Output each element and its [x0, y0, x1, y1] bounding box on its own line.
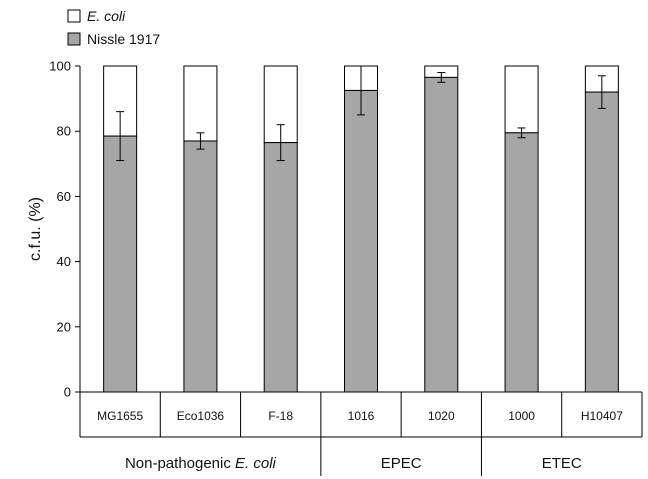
category-label: 1000 [508, 409, 535, 423]
y-axis: 0 20 40 60 80 100 [49, 59, 81, 400]
legend-swatch-nissle [67, 32, 81, 46]
y-tick-label: 60 [57, 189, 71, 204]
group-label: Non-pathogenic E. coli [125, 455, 277, 472]
category-label: MG1655 [97, 409, 143, 423]
legend: E. coli Nissle 1917 [67, 8, 160, 47]
bar-nissle [103, 135, 138, 393]
legend-label-ecoli: E. coli [87, 8, 126, 24]
bar-nissle [504, 132, 539, 393]
group-label: EPEC [381, 455, 422, 472]
x-axis: MG1655 Eco1036 F-18 1016 1020 1000 H10407 Non-p… [79, 391, 643, 476]
bar-nissle [584, 91, 619, 393]
category-label: Eco1036 [177, 409, 225, 423]
category-label: 1016 [348, 409, 375, 423]
y-tick-label: 100 [49, 59, 71, 74]
bar-nissle [263, 142, 298, 393]
y-axis-label: c.f.u. (%) [27, 197, 44, 261]
y-tick-label: 0 [64, 385, 71, 400]
bar-nissle [183, 140, 218, 393]
legend-label-nissle: Nissle 1917 [87, 31, 160, 47]
category-label: 1020 [428, 409, 455, 423]
legend-swatch-ecoli [67, 9, 81, 23]
bars [103, 65, 619, 393]
y-tick-label: 40 [57, 254, 71, 269]
category-label: H10407 [581, 409, 623, 423]
bar-ecoli [504, 65, 539, 134]
group-label: ETEC [542, 455, 582, 472]
bar-nissle [344, 89, 378, 393]
bar-ecoli [183, 65, 218, 142]
category-label: F-18 [268, 409, 293, 423]
bar-nissle [424, 76, 459, 393]
y-tick-label: 80 [57, 124, 71, 139]
y-tick-label: 20 [57, 319, 71, 334]
